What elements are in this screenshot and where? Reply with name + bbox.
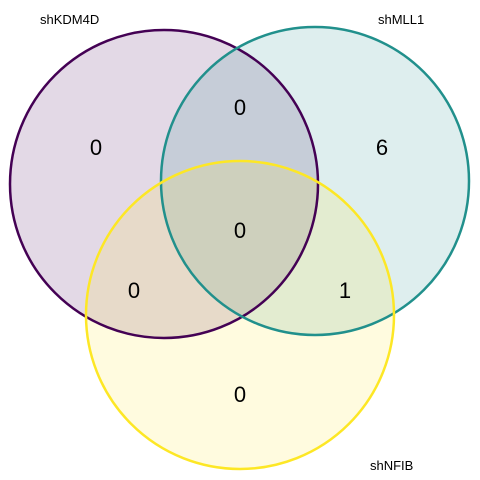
set-outline-shmll1: [159, 25, 471, 337]
set-label-shmll1: shMLL1: [378, 12, 424, 27]
set-outline-shnfib: [84, 159, 396, 471]
set-circle-shkdm4d: [10, 30, 318, 338]
region-count-shkdm4d-only: 0: [90, 135, 102, 160]
region-count-all-three: 0: [234, 218, 246, 243]
region-count-shkdm4d-shmll1: 0: [234, 95, 246, 120]
set-outline-shkdm4d: [8, 28, 320, 340]
region-count-shmll1-only: 6: [376, 135, 388, 160]
region-count-shkdm4d-shnfib: 0: [128, 278, 140, 303]
set-label-shkdm4d: shKDM4D: [40, 12, 99, 27]
region-count-shnfib-only: 0: [234, 382, 246, 407]
region-count-shmll1-shnfib: 1: [339, 278, 351, 303]
set-label-shnfib: shNFIB: [370, 458, 413, 473]
